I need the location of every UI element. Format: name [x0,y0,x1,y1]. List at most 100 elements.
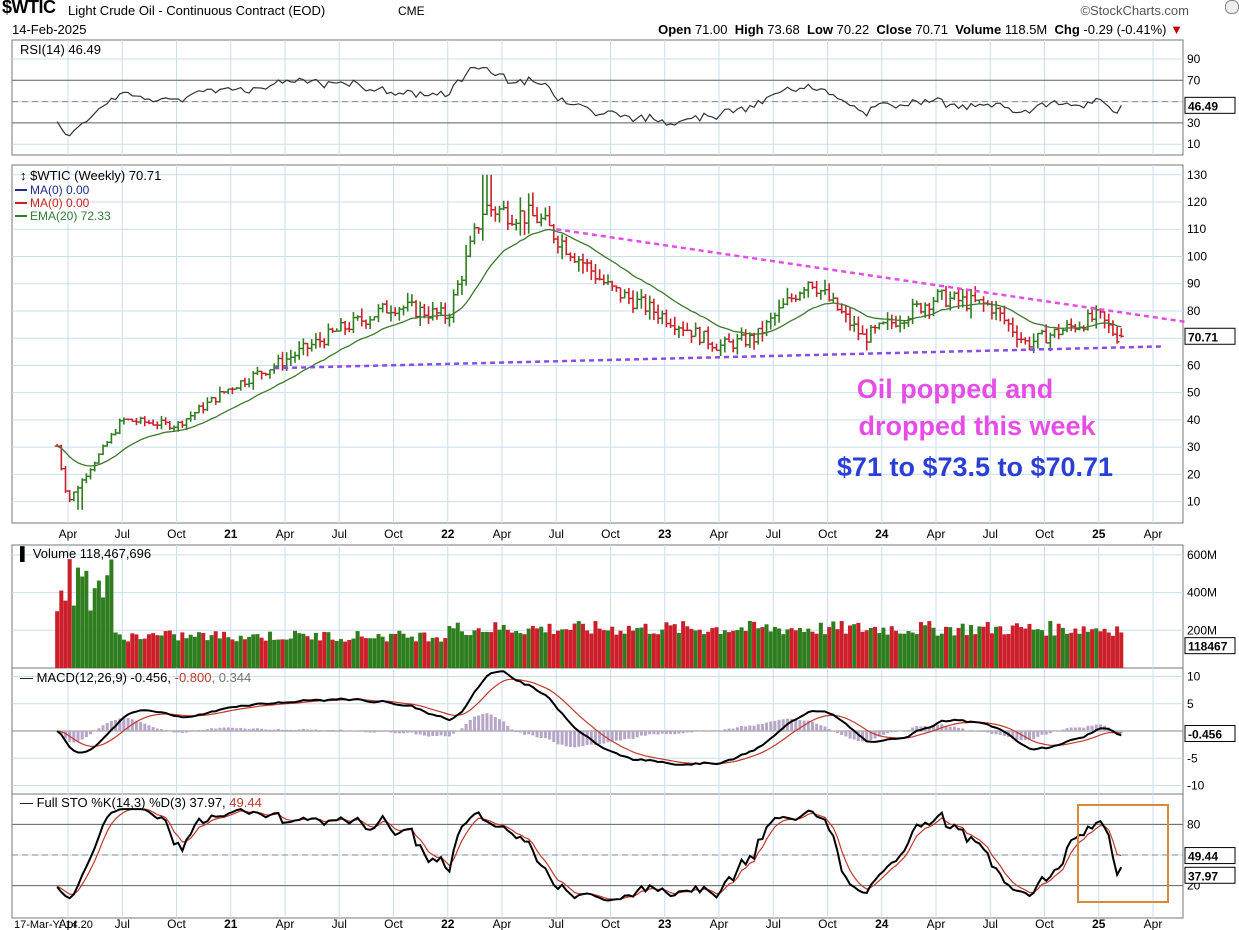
volume-bar [560,629,565,668]
annotation-line1: Oil popped and [857,374,1054,404]
volume-bar [952,635,957,668]
volume-bar [1065,633,1070,668]
high-label: High [734,22,764,37]
volume-bar [322,631,327,668]
macd-histogram-bar [564,731,568,747]
volume-bar [806,628,811,668]
volume-value-tag-box [1184,637,1236,655]
macd-histogram-bar [844,731,848,737]
volume-bar [948,627,953,668]
volume-bar [1098,631,1103,668]
volume-bar [931,627,936,668]
macd-histogram-bar [548,731,552,740]
macd-histogram-bar [218,727,222,731]
macd-histogram-bar [948,726,952,731]
volume-bar [505,629,510,668]
volume-bar [839,621,844,668]
volume-bar [426,641,431,668]
volume-bar [363,638,368,668]
macd-histogram-bar [389,731,393,733]
volume-bar [772,626,777,668]
volume-bar [1044,635,1049,668]
volume-bar [184,638,189,668]
volume-bar [714,627,719,668]
volume-bar [330,639,335,668]
macd-histogram-bar [1061,729,1065,731]
volume-bar [589,633,594,668]
chart-date: 14-Feb-2025 [12,22,87,37]
volume-bar [610,626,615,668]
volume-bar [105,575,110,668]
volume-bar [92,588,97,668]
volume-bar [430,637,435,668]
volume-bar [180,632,185,668]
macd-histogram-bar [527,731,531,735]
volume-bar [768,631,773,668]
volume-bar [526,628,531,668]
macd-histogram-bar [602,731,606,744]
macd-histogram-bar [306,729,310,731]
macd-histogram-bar [581,731,585,747]
volume-bar [906,631,911,668]
volume-bar [651,633,656,668]
macd-histogram-bar [886,731,890,734]
macd-histogram-bar [151,727,155,731]
macd-histogram-bar [1044,731,1048,735]
x-axis-label-bottom: 24 [875,917,889,930]
macd-histogram-bar [906,730,910,731]
macd-histogram-bar [1086,725,1090,731]
volume-bar [1119,632,1124,668]
volume-bar [447,626,452,668]
brand-label[interactable]: ©StockCharts.com [1080,3,1189,18]
volume-bar [898,633,903,668]
macd-histogram-bar [260,728,264,731]
volume-bar [209,635,214,668]
macd-histogram-bar [994,731,998,735]
x-axis-label-bottom: 22 [441,917,455,930]
volume-bar [121,639,126,668]
volume-bar [701,634,706,668]
macd-histogram-bar [861,731,865,742]
volume-bar [55,611,60,668]
macd-histogram-bar [326,730,330,731]
macd-histogram-bar [673,731,677,735]
macd-histogram-bar [210,728,214,731]
macd-histogram-bar [610,731,614,742]
volume-bar [1010,625,1015,668]
macd-histogram-bar [990,731,994,734]
macd-histogram-bar [80,731,84,740]
volume-bar [347,639,352,668]
macd-histogram-bar [343,730,347,731]
volume-bar [1090,629,1095,668]
price-y-tick: 130 [1187,168,1207,182]
x-axis-label-bottom: 25 [1092,917,1106,930]
x-axis-label: 22 [441,527,455,541]
macd-histogram-bar [1011,731,1015,739]
macd-histogram-bar [518,731,522,733]
macd-histogram-bar [510,729,514,731]
volume-bar [276,639,281,668]
macd-histogram-bar [335,730,339,731]
volume-bar [831,621,836,668]
volume-bar [464,634,469,668]
macd-histogram-bar [289,729,293,731]
macd-histogram-bar [815,723,819,731]
macd-histogram-bar [63,731,67,739]
x-axis-label: Apr [1144,527,1163,541]
sto-panel [11,793,1184,919]
volume-bar [418,632,423,668]
open-label: Open [658,22,692,37]
macd-histogram-bar [911,727,915,731]
volume-bar [213,631,218,668]
macd-histogram-bar [168,731,172,732]
macd-histogram-bar [810,721,814,731]
volume-bar [384,641,389,668]
macd-histogram-bar [823,726,827,731]
macd-histogram-bar [573,731,577,748]
macd-histogram-bar [460,728,464,731]
volume-bar [434,637,439,668]
volume-bar [130,633,135,668]
volume-bar [1056,623,1061,668]
volume-bar [676,632,681,668]
